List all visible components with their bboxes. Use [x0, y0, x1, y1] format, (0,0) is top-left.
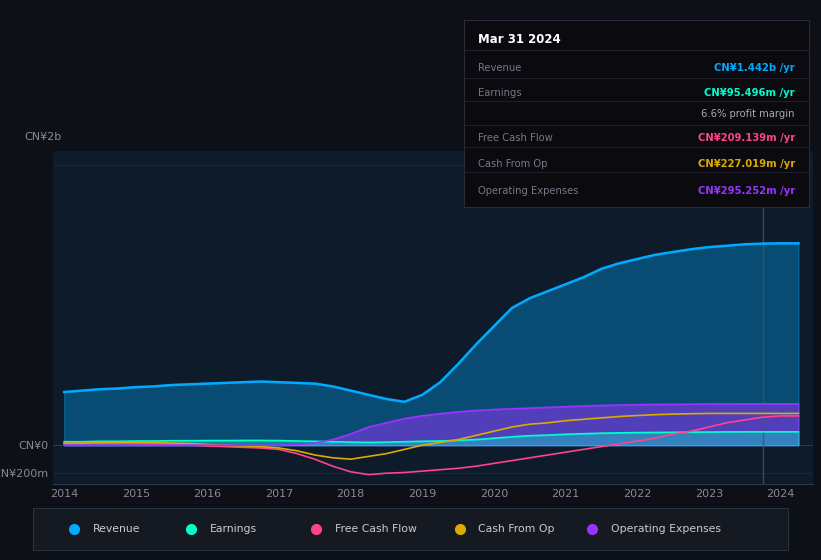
Text: Revenue: Revenue [94, 524, 140, 534]
Text: Revenue: Revenue [478, 63, 521, 73]
Text: CN¥227.019m /yr: CN¥227.019m /yr [698, 160, 795, 169]
Text: Earnings: Earnings [210, 524, 258, 534]
Text: Free Cash Flow: Free Cash Flow [478, 133, 553, 143]
Text: Mar 31 2024: Mar 31 2024 [478, 32, 561, 46]
Text: Operating Expenses: Operating Expenses [611, 524, 721, 534]
Text: CN¥1.442b /yr: CN¥1.442b /yr [714, 63, 795, 73]
Text: CN¥295.252m /yr: CN¥295.252m /yr [698, 185, 795, 195]
Text: Earnings: Earnings [478, 88, 521, 98]
Text: Operating Expenses: Operating Expenses [478, 185, 578, 195]
Text: CN¥95.496m /yr: CN¥95.496m /yr [704, 88, 795, 98]
Text: 6.6% profit margin: 6.6% profit margin [701, 109, 795, 119]
Text: Cash From Op: Cash From Op [479, 524, 555, 534]
Text: Cash From Op: Cash From Op [478, 160, 547, 169]
Text: CN¥209.139m /yr: CN¥209.139m /yr [698, 133, 795, 143]
Text: CN¥2b: CN¥2b [25, 132, 62, 142]
Text: Free Cash Flow: Free Cash Flow [335, 524, 417, 534]
